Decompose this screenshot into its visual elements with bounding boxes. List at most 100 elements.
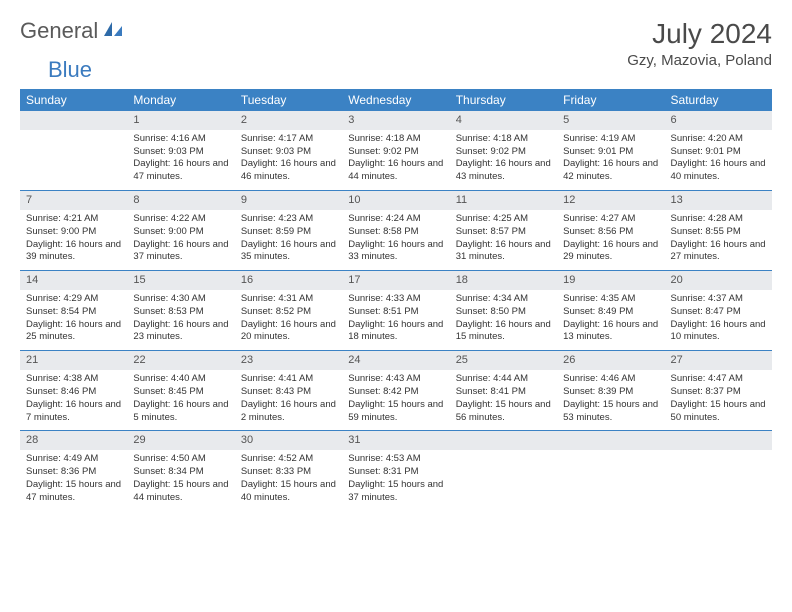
sunrise-text: Sunrise: 4:44 AM (456, 373, 551, 386)
day-content: Sunrise: 4:34 AMSunset: 8:50 PMDaylight:… (450, 290, 557, 350)
sunset-text: Sunset: 8:47 PM (671, 306, 766, 319)
calendar-cell: 16 Sunrise: 4:31 AMSunset: 8:52 PMDayligh… (235, 271, 342, 351)
day-number: 26 (557, 351, 664, 370)
daylight-text: Daylight: 15 hours and 59 minutes. (348, 399, 443, 425)
sunrise-text: Sunrise: 4:38 AM (26, 373, 121, 386)
calendar-cell: 11Sunrise: 4:25 AMSunset: 8:57 PMDayligh… (450, 191, 557, 271)
daylight-text: Daylight: 16 hours and 25 minutes. (26, 319, 121, 345)
daylight-text: Daylight: 16 hours and 47 minutes. (133, 158, 228, 184)
daylight-text: Daylight: 16 hours and 10 minutes. (671, 319, 766, 345)
day-number: 18 (450, 271, 557, 290)
brand-sail-icon (102, 20, 124, 43)
sunrise-text: Sunrise: 4:46 AM (563, 373, 658, 386)
sunrise-text: Sunrise: 4:17 AM (241, 133, 336, 146)
sunset-text: Sunset: 8:37 PM (671, 386, 766, 399)
sunrise-text: Sunrise: 4:18 AM (456, 133, 551, 146)
sunrise-text: Sunrise: 4:34 AM (456, 293, 551, 306)
day-number: 11 (450, 191, 557, 210)
daylight-text: Daylight: 15 hours and 50 minutes. (671, 399, 766, 425)
sunrise-text: Sunrise: 4:29 AM (26, 293, 121, 306)
sunset-text: Sunset: 8:49 PM (563, 306, 658, 319)
day-number: 22 (127, 351, 234, 370)
calendar-row: 28Sunrise: 4:49 AMSunset: 8:36 PMDayligh… (20, 431, 772, 511)
daylight-text: Daylight: 16 hours and 27 minutes. (671, 239, 766, 265)
weekday-header: Saturday (665, 89, 772, 111)
day-number: 23 (235, 351, 342, 370)
day-number: 16 (235, 271, 342, 290)
calendar-cell: 7Sunrise: 4:21 AMSunset: 9:00 PMDaylight… (20, 191, 127, 271)
calendar-cell: 3Sunrise: 4:18 AMSunset: 9:02 PMDaylight… (342, 111, 449, 191)
calendar-cell: 19Sunrise: 4:35 AMSunset: 8:49 PMDayligh… (557, 271, 664, 351)
calendar-body: 1Sunrise: 4:16 AMSunset: 9:03 PMDaylight… (20, 111, 772, 510)
daylight-text: Daylight: 16 hours and 40 minutes. (671, 158, 766, 184)
brand-logo: General (20, 18, 126, 44)
calendar-cell: 31Sunrise: 4:53 AMSunset: 8:31 PMDayligh… (342, 431, 449, 511)
day-content: Sunrise: 4:38 AMSunset: 8:46 PMDaylight:… (20, 370, 127, 430)
calendar-cell: 26Sunrise: 4:46 AMSunset: 8:39 PMDayligh… (557, 351, 664, 431)
day-number: 12 (557, 191, 664, 210)
daylight-text: Daylight: 16 hours and 43 minutes. (456, 158, 551, 184)
calendar-cell: 23Sunrise: 4:41 AMSunset: 8:43 PMDayligh… (235, 351, 342, 431)
sunrise-text: Sunrise: 4:37 AM (671, 293, 766, 306)
day-content: Sunrise: 4:49 AMSunset: 8:36 PMDaylight:… (20, 450, 127, 510)
sunrise-text: Sunrise: 4:31 AM (241, 293, 336, 306)
sunset-text: Sunset: 8:46 PM (26, 386, 121, 399)
daylight-text: Daylight: 16 hours and 46 minutes. (241, 158, 336, 184)
sunset-text: Sunset: 8:41 PM (456, 386, 551, 399)
day-content: Sunrise: 4:47 AMSunset: 8:37 PMDaylight:… (665, 370, 772, 430)
day-content: Sunrise: 4:35 AMSunset: 8:49 PMDaylight:… (557, 290, 664, 350)
calendar-cell: 14Sunrise: 4:29 AMSunset: 8:54 PMDayligh… (20, 271, 127, 351)
sunset-text: Sunset: 8:33 PM (241, 466, 336, 479)
calendar-cell: 9Sunrise: 4:23 AMSunset: 8:59 PMDaylight… (235, 191, 342, 271)
day-number: 3 (342, 111, 449, 130)
calendar-cell: 30Sunrise: 4:52 AMSunset: 8:33 PMDayligh… (235, 431, 342, 511)
calendar-page: General July 2024 Gzy, Mazovia, Poland B… (0, 0, 792, 528)
weekday-header: Tuesday (235, 89, 342, 111)
daylight-text: Daylight: 16 hours and 13 minutes. (563, 319, 658, 345)
day-number: 6 (665, 111, 772, 130)
daylight-text: Daylight: 16 hours and 39 minutes. (26, 239, 121, 265)
daylight-text: Daylight: 15 hours and 37 minutes. (348, 479, 443, 505)
sunset-text: Sunset: 8:57 PM (456, 226, 551, 239)
day-content: Sunrise: 4:27 AMSunset: 8:56 PMDaylight:… (557, 210, 664, 270)
sunset-text: Sunset: 8:36 PM (26, 466, 121, 479)
day-content: Sunrise: 4:53 AMSunset: 8:31 PMDaylight:… (342, 450, 449, 510)
sunset-text: Sunset: 8:39 PM (563, 386, 658, 399)
sunset-text: Sunset: 8:53 PM (133, 306, 228, 319)
day-number: 13 (665, 191, 772, 210)
weekday-header: Monday (127, 89, 234, 111)
sunrise-text: Sunrise: 4:35 AM (563, 293, 658, 306)
sunrise-text: Sunrise: 4:47 AM (671, 373, 766, 386)
day-content: Sunrise: 4:41 AMSunset: 8:43 PMDaylight:… (235, 370, 342, 430)
day-content: Sunrise: 4:44 AMSunset: 8:41 PMDaylight:… (450, 370, 557, 430)
calendar-cell: 6Sunrise: 4:20 AMSunset: 9:01 PMDaylight… (665, 111, 772, 191)
sunrise-text: Sunrise: 4:21 AM (26, 213, 121, 226)
brand-text-2: Blue (48, 57, 92, 83)
sunrise-text: Sunrise: 4:19 AM (563, 133, 658, 146)
day-number: 21 (20, 351, 127, 370)
sunset-text: Sunset: 8:55 PM (671, 226, 766, 239)
sunset-text: Sunset: 9:03 PM (241, 146, 336, 159)
calendar-cell: 4 Sunrise: 4:18 AMSunset: 9:02 PMDaylight… (450, 111, 557, 191)
weekday-header: Friday (557, 89, 664, 111)
daylight-text: Daylight: 16 hours and 18 minutes. (348, 319, 443, 345)
daylight-text: Daylight: 16 hours and 20 minutes. (241, 319, 336, 345)
sunset-text: Sunset: 9:00 PM (133, 226, 228, 239)
sunset-text: Sunset: 8:43 PM (241, 386, 336, 399)
daylight-text: Daylight: 16 hours and 5 minutes. (133, 399, 228, 425)
calendar-cell: 12Sunrise: 4:27 AMSunset: 8:56 PMDayligh… (557, 191, 664, 271)
day-number: 4 (450, 111, 557, 130)
sunset-text: Sunset: 9:02 PM (456, 146, 551, 159)
sunset-text: Sunset: 8:54 PM (26, 306, 121, 319)
daylight-text: Daylight: 16 hours and 31 minutes. (456, 239, 551, 265)
sunrise-text: Sunrise: 4:22 AM (133, 213, 228, 226)
calendar-cell (665, 431, 772, 511)
day-number: 28 (20, 431, 127, 450)
calendar-cell: 28Sunrise: 4:49 AMSunset: 8:36 PMDayligh… (20, 431, 127, 511)
day-number: 8 (127, 191, 234, 210)
sunset-text: Sunset: 8:52 PM (241, 306, 336, 319)
sunrise-text: Sunrise: 4:16 AM (133, 133, 228, 146)
daylight-text: Daylight: 16 hours and 23 minutes. (133, 319, 228, 345)
day-content: Sunrise: 4:33 AMSunset: 8:51 PMDaylight:… (342, 290, 449, 350)
day-content: Sunrise: 4:52 AMSunset: 8:33 PMDaylight:… (235, 450, 342, 510)
